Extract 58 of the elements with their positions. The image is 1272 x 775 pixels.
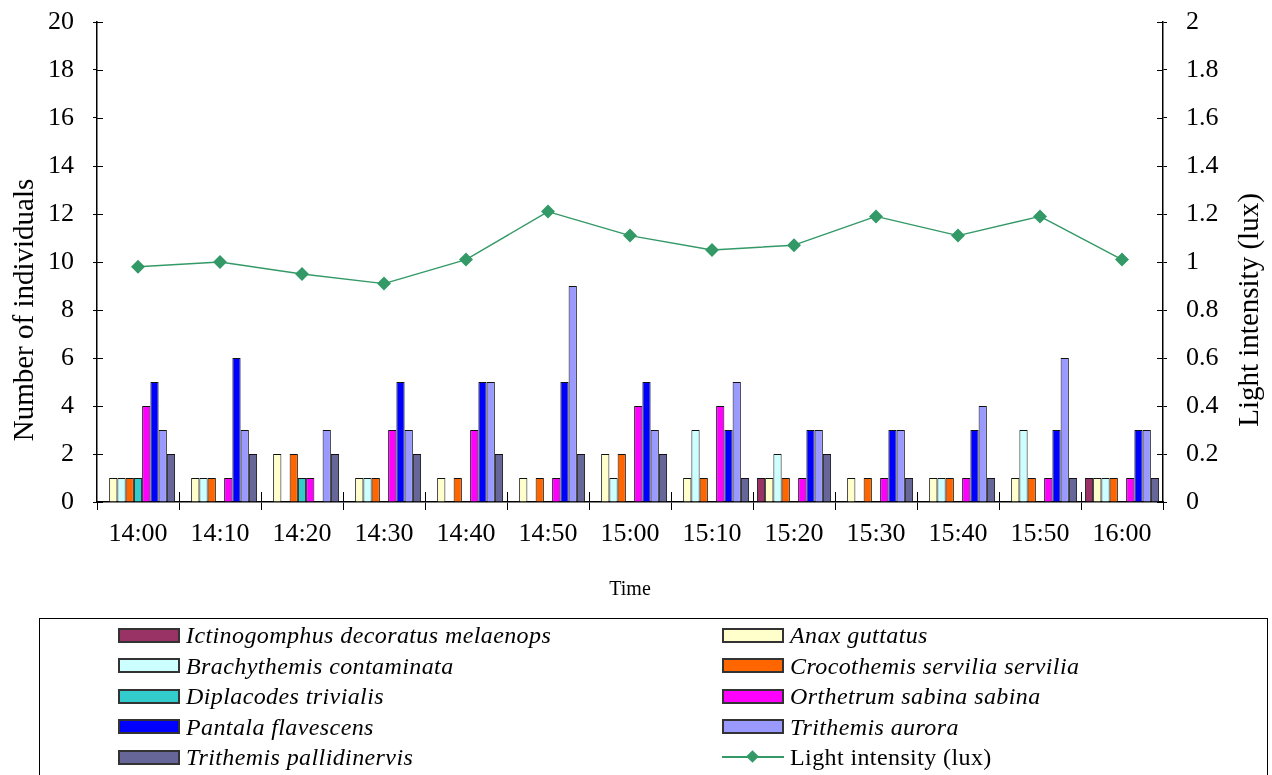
y2-tick-label: 1 bbox=[1186, 245, 1199, 275]
legend-label: Light intensity (lux) bbox=[790, 743, 992, 772]
legend-label: Trithemis pallidinervis bbox=[186, 743, 414, 772]
x-tick-label: 14:50 bbox=[518, 518, 578, 548]
legend-label: Diplacodes trivialis bbox=[186, 682, 384, 711]
legend-label: Trithemis aurora bbox=[790, 712, 959, 741]
y2-tick-label: 1.2 bbox=[1186, 197, 1219, 227]
x-tick-label: 15:30 bbox=[846, 518, 906, 548]
legend-label: Ictinogomphus decoratus melaenops bbox=[186, 621, 552, 650]
y2-tick-label: 1.4 bbox=[1186, 149, 1219, 179]
point bbox=[377, 276, 391, 291]
y-tick-label: 16 bbox=[48, 101, 74, 131]
y2-tick-label: 0.8 bbox=[1186, 293, 1219, 323]
x-tick-label: 16:00 bbox=[1092, 518, 1152, 548]
x-tick-label: 14:40 bbox=[436, 518, 496, 548]
y-tick-label: 0 bbox=[61, 485, 74, 515]
point bbox=[869, 209, 883, 224]
point bbox=[1115, 252, 1129, 267]
y-tick-label: 6 bbox=[61, 341, 74, 371]
legend-label: Crocothemis servilia servilia bbox=[790, 651, 1080, 680]
y2-tick-label: 0.4 bbox=[1186, 389, 1219, 419]
point bbox=[1033, 209, 1047, 224]
y2-tick-label: 2 bbox=[1186, 5, 1199, 35]
x-axis-title: Time bbox=[609, 577, 651, 600]
legend-label: Orthetrum sabina sabina bbox=[790, 682, 1041, 711]
y-tick-label: 4 bbox=[61, 389, 74, 419]
y-tick-label: 2 bbox=[61, 437, 74, 467]
point bbox=[951, 228, 965, 243]
y-tick-label: 10 bbox=[48, 245, 74, 275]
y2-axis-title: Light intensity (lux) bbox=[1231, 193, 1265, 427]
y-axis-title: Number of individuals bbox=[6, 178, 39, 442]
y-tick-label: 20 bbox=[48, 5, 74, 35]
point bbox=[787, 238, 801, 252]
y-tick-label: 8 bbox=[61, 293, 74, 323]
x-tick-label: 14:20 bbox=[272, 518, 332, 548]
legend-label: Anax guttatus bbox=[790, 621, 928, 650]
point bbox=[623, 228, 637, 243]
legend-label: Pantala flavescens bbox=[186, 712, 374, 741]
x-tick-label: 15:20 bbox=[764, 518, 824, 548]
x-tick-label: 15:10 bbox=[682, 518, 742, 548]
y-tick-label: 12 bbox=[48, 197, 74, 227]
x-tick-label: 15:40 bbox=[928, 518, 988, 548]
y2-tick-label: 0 bbox=[1186, 485, 1199, 515]
x-tick-label: 15:50 bbox=[1010, 518, 1070, 548]
point bbox=[131, 260, 145, 274]
x-tick-label: 14:30 bbox=[354, 518, 414, 548]
x-tick-label: 14:10 bbox=[190, 518, 250, 548]
point bbox=[459, 252, 473, 267]
y2-tick-label: 1.8 bbox=[1186, 53, 1219, 83]
legend-label: Brachythemis contaminata bbox=[186, 651, 454, 680]
y2-tick-label: 1.6 bbox=[1186, 101, 1219, 131]
x-tick-label: 15:00 bbox=[600, 518, 660, 548]
y-tick-label: 18 bbox=[48, 53, 74, 83]
point bbox=[541, 204, 555, 219]
y-tick-label: 14 bbox=[48, 149, 74, 179]
y2-tick-label: 0.6 bbox=[1186, 341, 1219, 371]
y2-tick-label: 0.2 bbox=[1186, 437, 1219, 467]
x-tick-label: 14:00 bbox=[108, 518, 168, 548]
